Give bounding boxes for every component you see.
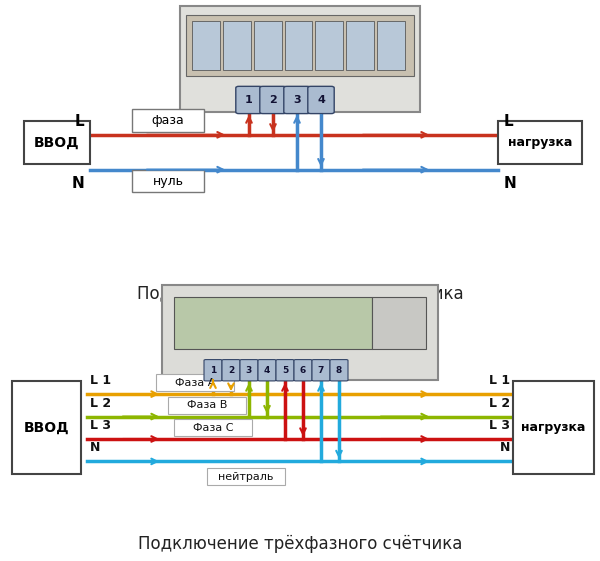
Text: нейтраль: нейтраль [218, 472, 274, 482]
Text: 2: 2 [228, 366, 234, 375]
FancyBboxPatch shape [132, 109, 204, 132]
FancyBboxPatch shape [168, 397, 246, 414]
Text: 3: 3 [246, 366, 252, 375]
FancyBboxPatch shape [174, 420, 252, 436]
FancyBboxPatch shape [330, 360, 348, 381]
Bar [223, 21, 251, 70]
Bar [186, 15, 414, 76]
FancyBboxPatch shape [156, 375, 234, 392]
Bar [284, 21, 313, 70]
Text: L: L [504, 114, 514, 129]
Text: N: N [90, 442, 100, 454]
FancyBboxPatch shape [12, 381, 81, 474]
FancyBboxPatch shape [222, 360, 240, 381]
Text: Фаза В: Фаза В [187, 401, 227, 410]
Text: N: N [500, 442, 510, 454]
Text: N: N [504, 176, 517, 191]
Text: N: N [71, 176, 84, 191]
FancyBboxPatch shape [276, 360, 294, 381]
Text: нуль: нуль [152, 174, 184, 187]
Text: 4: 4 [264, 366, 270, 375]
Text: 8: 8 [336, 366, 342, 375]
Text: Подключение однофазного счётчика: Подключение однофазного счётчика [137, 285, 463, 303]
Bar [174, 297, 372, 349]
Text: L 1: L 1 [90, 374, 111, 387]
Bar [254, 21, 281, 70]
Text: 4: 4 [317, 95, 325, 105]
Text: L 2: L 2 [489, 397, 510, 410]
Text: нагрузка: нагрузка [508, 136, 572, 149]
FancyBboxPatch shape [24, 121, 90, 164]
Bar [346, 21, 374, 70]
FancyBboxPatch shape [284, 86, 310, 113]
Text: ВВОД: ВВОД [23, 421, 70, 435]
FancyBboxPatch shape [204, 360, 222, 381]
Text: L 2: L 2 [90, 397, 111, 410]
FancyBboxPatch shape [236, 86, 262, 113]
FancyBboxPatch shape [312, 360, 330, 381]
Bar [372, 297, 426, 349]
Text: нагрузка: нагрузка [521, 421, 586, 434]
FancyBboxPatch shape [240, 360, 258, 381]
FancyBboxPatch shape [260, 86, 286, 113]
Text: ВВОД: ВВОД [34, 135, 80, 149]
Bar [377, 21, 405, 70]
FancyBboxPatch shape [308, 86, 334, 113]
FancyBboxPatch shape [162, 285, 438, 380]
Text: Подключение трёхфазного счётчика: Подключение трёхфазного счётчика [138, 535, 462, 553]
Text: 5: 5 [282, 366, 288, 375]
Text: 3: 3 [293, 95, 301, 105]
Text: 1: 1 [210, 366, 216, 375]
Text: 2: 2 [269, 95, 277, 105]
Text: 6: 6 [300, 366, 306, 375]
Bar [192, 21, 220, 70]
Bar [316, 21, 343, 70]
Text: L 3: L 3 [489, 419, 510, 432]
FancyBboxPatch shape [498, 121, 582, 164]
Text: L 3: L 3 [90, 419, 111, 432]
FancyBboxPatch shape [132, 169, 204, 192]
Text: Фаза С: Фаза С [193, 423, 233, 433]
Text: 7: 7 [318, 366, 324, 375]
Text: L: L [74, 114, 84, 129]
Text: Фаза А: Фаза А [175, 378, 215, 388]
FancyBboxPatch shape [180, 6, 420, 112]
Text: L 1: L 1 [489, 374, 510, 387]
FancyBboxPatch shape [513, 381, 594, 474]
FancyBboxPatch shape [207, 468, 285, 485]
FancyBboxPatch shape [258, 360, 276, 381]
Text: 1: 1 [245, 95, 253, 105]
Text: фаза: фаза [152, 114, 184, 127]
FancyBboxPatch shape [294, 360, 312, 381]
